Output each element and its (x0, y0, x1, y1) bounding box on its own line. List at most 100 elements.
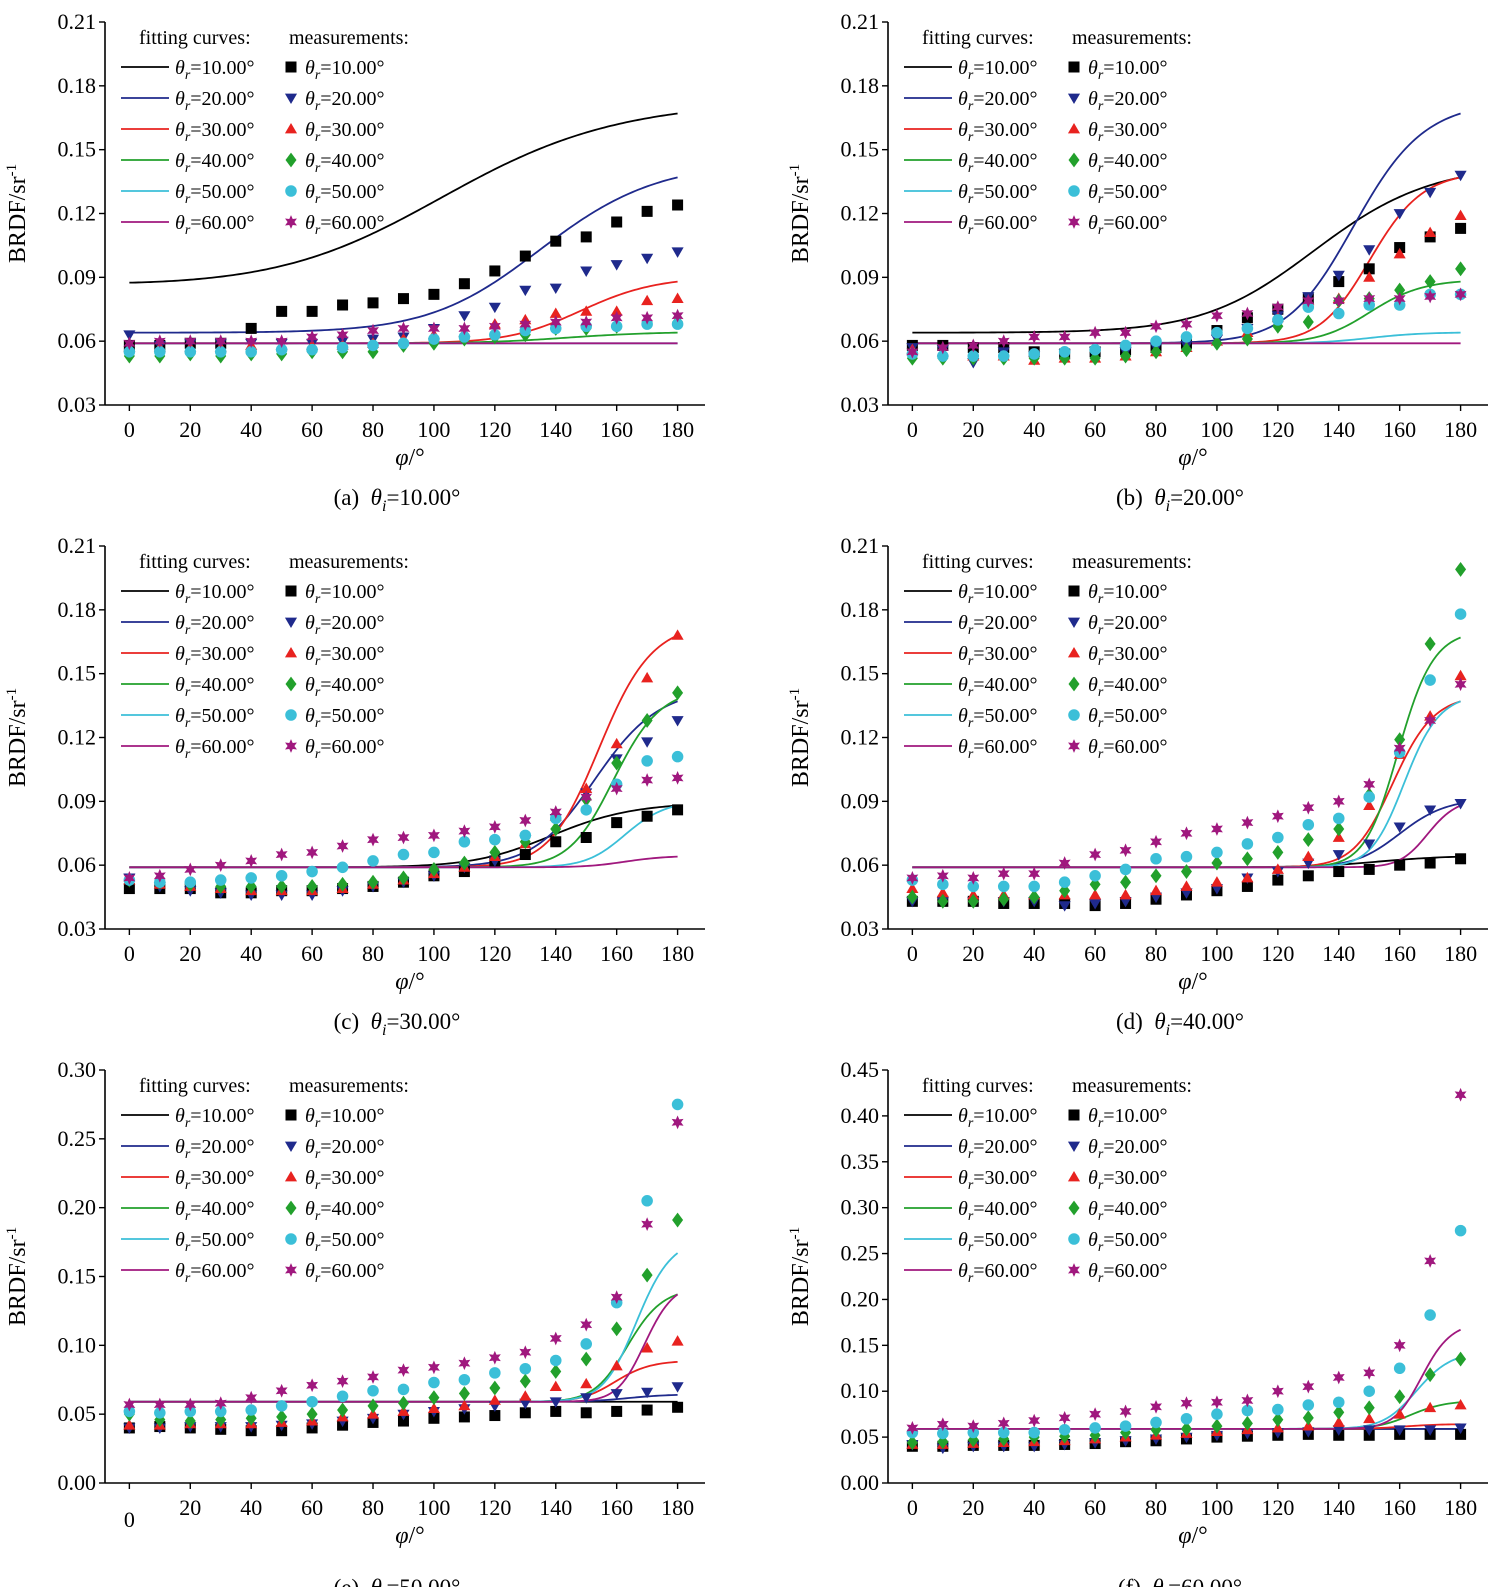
measurement-point (428, 1376, 440, 1389)
measurement-point (519, 1362, 532, 1375)
measurement-point (1302, 1379, 1315, 1394)
measurement-point (1455, 853, 1467, 865)
legend-label-measurement: θr=50.00° (305, 705, 385, 731)
legend-label-fit: θr=30.00° (958, 1167, 1038, 1193)
measurement-point (997, 350, 1010, 362)
measurement-point (641, 1195, 653, 1207)
measurement-point (1089, 1407, 1102, 1422)
x-tick-label: 0 (124, 941, 135, 966)
legend-label-fit: θr=50.00° (175, 705, 255, 731)
measurement-point (1271, 1421, 1284, 1433)
x-tick-label: 40 (1023, 417, 1045, 442)
x-tick-label: 160 (600, 1495, 633, 1520)
legend-label-measurement: θr=30.00° (1088, 119, 1168, 145)
measurement-point (1393, 1425, 1406, 1436)
legend-label-fit: θr=50.00° (958, 181, 1038, 207)
measurement-point (337, 299, 349, 311)
measurement-point (1150, 834, 1162, 849)
measurement-point (397, 830, 410, 845)
measurement-point (641, 310, 654, 325)
measurement-point (1302, 800, 1315, 815)
measurement-point (906, 1435, 918, 1451)
measurement-point (580, 315, 593, 329)
measurement-point (1302, 293, 1315, 308)
legend-marker (1067, 1141, 1081, 1153)
measurement-point (1424, 805, 1437, 816)
legend-label-fit: θr=20.00° (958, 88, 1038, 114)
measurement-point (1272, 1403, 1284, 1416)
x-tick-label: 80 (1145, 941, 1167, 966)
legend-label-fit: θr=30.00° (175, 643, 255, 669)
measurement-point (1393, 209, 1406, 220)
measurement-point (1394, 1389, 1406, 1405)
x-tick-label: 120 (478, 941, 511, 966)
legend-label-measurement: θr=60.00° (305, 212, 385, 238)
measurement-point (1332, 270, 1345, 282)
x-tick-label: 120 (478, 1495, 511, 1520)
y-tick-label: 0.06 (58, 852, 97, 877)
measurement-point (245, 346, 257, 358)
legend-marker (1068, 739, 1080, 753)
measurement-point (550, 1405, 562, 1417)
measurement-point (937, 1427, 949, 1440)
measurement-point (1332, 812, 1345, 825)
measurement-point (672, 804, 684, 816)
measurement-point (1180, 864, 1192, 879)
legend-marker (285, 676, 297, 692)
legend-marker (284, 1170, 298, 1182)
panel-c: 0.03 0.06 0.09 0.12 0.15 0.18 0.21 0 20 40 60 80 100… (4, 533, 705, 1039)
measurement-point (549, 283, 562, 295)
legend-fitting-title: fitting curves: (139, 27, 251, 49)
measurement-point (275, 343, 288, 356)
measurement-point (397, 848, 410, 861)
x-tick-label: 40 (240, 941, 262, 966)
measurement-point (580, 804, 592, 816)
measurement-point (1210, 822, 1223, 836)
measurement-point (671, 318, 684, 330)
x-tick-label: 180 (661, 417, 694, 442)
panel-f: 0.00 0.05 0.10 0.15 0.20 0.25 0.30 0.35 0.40 0.45… (787, 1057, 1488, 1587)
measurement-point (1393, 741, 1406, 756)
x-tick-label: 160 (1383, 1495, 1416, 1520)
measurement-point (967, 1419, 980, 1433)
measurement-point (123, 871, 136, 885)
x-axis-title: φ/° (395, 445, 425, 471)
legend-label-measurement: θr=60.00° (1088, 736, 1168, 762)
measurement-point (458, 835, 471, 848)
measurement-point (1394, 859, 1406, 871)
measurement-point (1393, 291, 1406, 306)
x-axis-title: φ/° (1178, 1523, 1208, 1549)
measurement-point (611, 755, 623, 771)
y-tick-label: 0.30 (58, 1057, 97, 1082)
measurement-point (306, 1406, 318, 1422)
measurement-point (671, 1098, 684, 1111)
measurement-point (550, 1364, 562, 1379)
measurement-point (519, 1373, 531, 1389)
measurement-point (215, 879, 227, 894)
legend-label-measurement: θr=20.00° (305, 612, 385, 638)
y-tick-label: 0.00 (58, 1470, 97, 1495)
measurement-point (458, 1399, 471, 1411)
measurement-point (671, 771, 684, 785)
x-tick-label: 60 (301, 1495, 323, 1520)
measurement-point (1120, 348, 1132, 364)
legend-label-fit: θr=60.00° (958, 212, 1038, 238)
measurement-point (1180, 880, 1193, 891)
measurement-point (671, 292, 684, 304)
measurement-point (519, 849, 531, 861)
measurement-point (245, 1404, 257, 1416)
legend-label-fit: θr=20.00° (175, 612, 255, 638)
measurement-point (458, 311, 471, 322)
legend: fitting curves: measurements: θr=10.00° θr=… (904, 1075, 1192, 1286)
measurement-point (123, 883, 135, 895)
legend-label-fit: θr=40.00° (958, 674, 1038, 700)
measurement-point (336, 1374, 349, 1388)
legend-marker (284, 1141, 298, 1153)
measurement-point (580, 1393, 593, 1404)
measurement-point (641, 205, 653, 217)
x-axis-title: φ/° (1178, 445, 1208, 471)
y-tick-label: 0.06 (841, 852, 880, 877)
measurement-point (1393, 1408, 1406, 1419)
legend-label-fit: θr=60.00° (175, 736, 255, 762)
measurement-point (610, 1359, 623, 1371)
